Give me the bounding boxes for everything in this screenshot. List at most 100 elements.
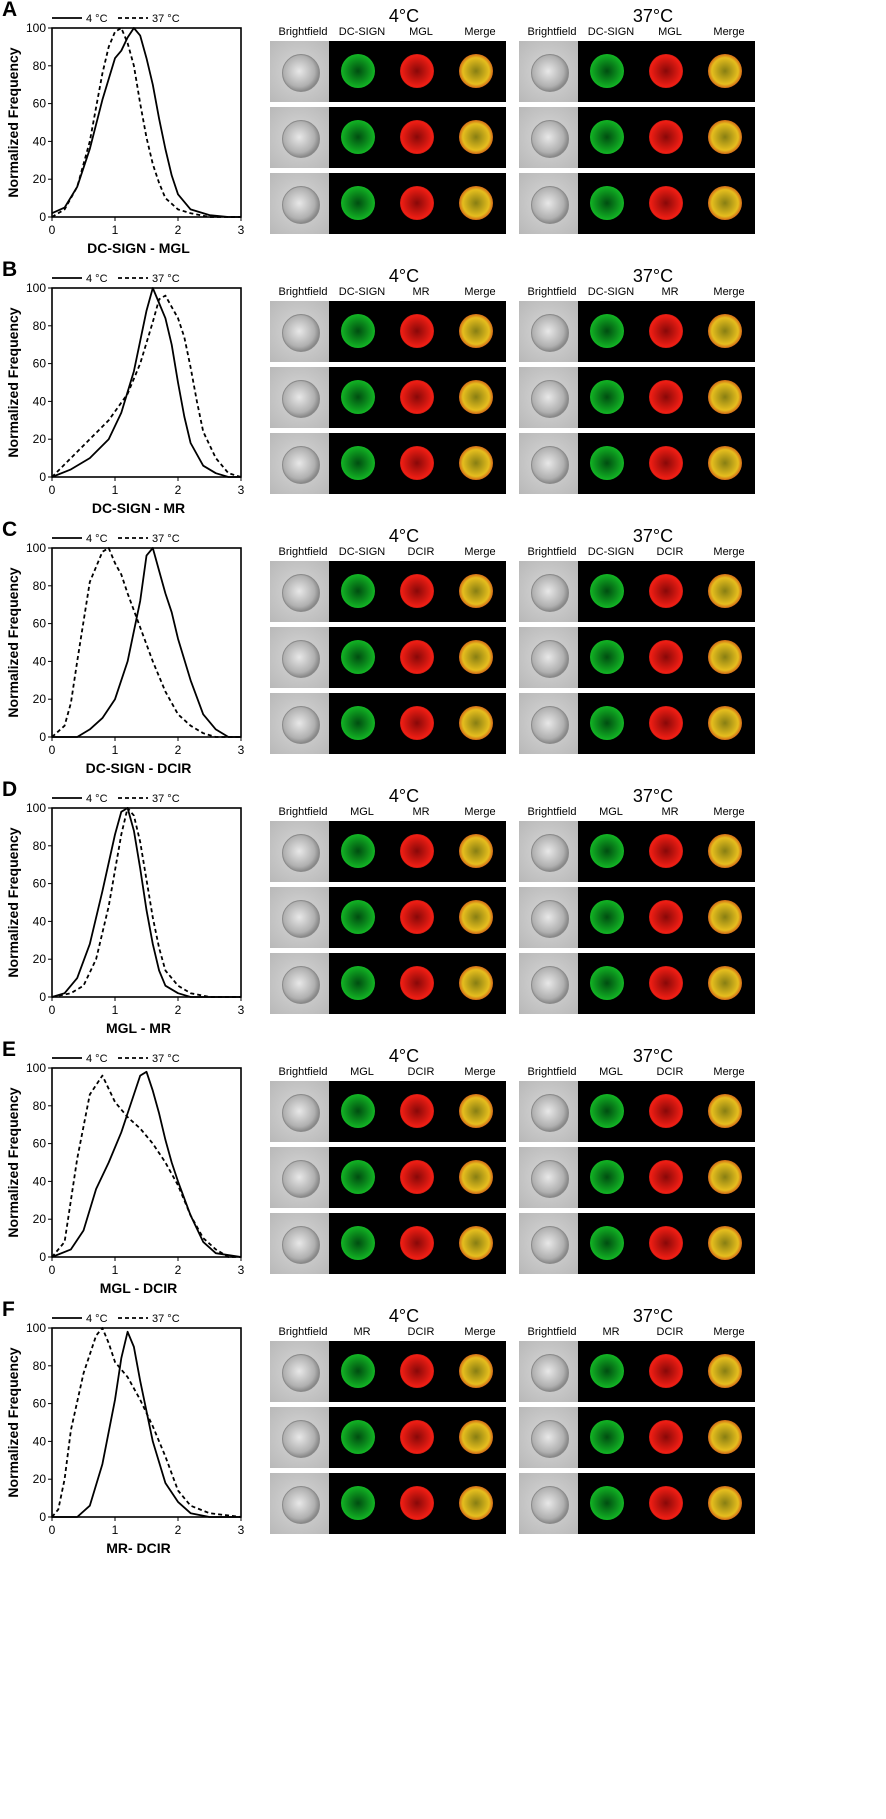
- column-label-brightfield: Brightfield: [278, 1326, 328, 1338]
- column-label-brightfield: Brightfield: [527, 1066, 577, 1078]
- image-tile-merge: [696, 173, 755, 234]
- column-label-channel-1: MGL: [599, 1066, 623, 1078]
- legend-label-37c: 37 °C: [152, 793, 180, 805]
- y-tick-label: 100: [26, 541, 46, 555]
- cell-image: [708, 446, 742, 480]
- x-tick-label: 3: [238, 483, 245, 497]
- cell-image: [590, 1094, 624, 1128]
- image-tile-merge: [696, 1407, 755, 1468]
- image-tile-channel-2: [637, 561, 696, 622]
- panel-letter: F: [2, 1298, 15, 1321]
- image-tile-channel-1: [329, 821, 388, 882]
- image-tile-merge: [696, 953, 755, 1014]
- image-tile-merge: [447, 41, 506, 102]
- image-tile-channel-1: [578, 821, 637, 882]
- x-axis-title: MGL - MR: [106, 1020, 171, 1035]
- cell-image: [708, 380, 742, 414]
- column-label-channel-2: MR: [661, 286, 679, 298]
- image-tile-brightfield: [519, 433, 578, 494]
- cell-image: [531, 1160, 569, 1198]
- y-axis-title: Normalized Frequency: [5, 567, 21, 717]
- image-tile-merge: [696, 887, 755, 948]
- cell-image: [400, 900, 434, 934]
- y-tick-label: 100: [26, 801, 46, 815]
- panel-f: F 0 20 40 60 80 100 0 1 2 3 MR- DCIR Normalized Freq…: [0, 1298, 886, 1600]
- image-tile-channel-2: [388, 433, 447, 494]
- image-tile-merge: [696, 1081, 755, 1142]
- column-label-channel-1: MR: [602, 1326, 620, 1338]
- image-tile-channel-2: [637, 627, 696, 688]
- cell-image: [459, 574, 493, 608]
- image-tile-channel-2: [388, 1407, 447, 1468]
- column-label-channel-1: MGL: [599, 806, 623, 818]
- cell-image: [708, 186, 742, 220]
- column-label-channel-1: DC-SIGN: [587, 26, 635, 38]
- cell-image: [590, 186, 624, 220]
- image-tile-merge: [447, 1341, 506, 1402]
- image-tile-channel-2: [637, 821, 696, 882]
- cell-image: [459, 900, 493, 934]
- cell-image: [649, 1354, 683, 1388]
- image-tile-merge: [447, 887, 506, 948]
- column-label-merge: Merge: [713, 1326, 745, 1338]
- image-tile-merge: [447, 1473, 506, 1534]
- x-tick-label: 2: [175, 483, 182, 497]
- image-tile-channel-1: [329, 1341, 388, 1402]
- image-tile-merge: [696, 1341, 755, 1402]
- image-tile-channel-1: [578, 1473, 637, 1534]
- cell-image: [459, 380, 493, 414]
- x-tick-label: 2: [175, 1263, 182, 1277]
- x-axis-title: DC-SIGN - MR: [92, 500, 185, 515]
- y-axis-title: Normalized Frequency: [5, 47, 21, 197]
- cell-image: [400, 1226, 434, 1260]
- cell-image: [282, 54, 320, 92]
- cell-image: [708, 54, 742, 88]
- column-label-channel-1: MGL: [350, 1066, 374, 1078]
- image-tile-channel-2: [388, 887, 447, 948]
- image-tile-channel-1: [578, 627, 637, 688]
- cell-image: [400, 1354, 434, 1388]
- cell-image: [459, 1094, 493, 1128]
- histogram-chart: 0 20 40 60 80 100 0 1 2 3 MGL - MR Normalized Frequ…: [5, 793, 245, 1035]
- image-tile-channel-1: [329, 41, 388, 102]
- image-tile-channel-2: [388, 1473, 447, 1534]
- y-tick-label: 40: [33, 1434, 47, 1448]
- cell-image: [459, 120, 493, 154]
- column-label-merge: Merge: [713, 286, 745, 298]
- cell-image: [590, 834, 624, 868]
- image-tile-brightfield: [270, 173, 329, 234]
- image-tile-channel-1: [578, 693, 637, 754]
- y-tick-label: 20: [33, 432, 47, 446]
- cell-image: [590, 966, 624, 1000]
- image-tile-merge: [696, 433, 755, 494]
- x-tick-label: 3: [238, 743, 245, 757]
- image-tile-channel-2: [637, 1407, 696, 1468]
- image-tile-channel-1: [329, 1081, 388, 1142]
- image-tile-channel-2: [388, 367, 447, 428]
- column-label-channel-1: MR: [353, 1326, 371, 1338]
- cond-37c-title: 37°C: [632, 1046, 674, 1066]
- cell-image: [459, 1486, 493, 1520]
- cell-image: [400, 640, 434, 674]
- cell-image: [459, 446, 493, 480]
- image-tile-brightfield: [519, 301, 578, 362]
- image-tile-channel-1: [578, 1081, 637, 1142]
- image-tile-channel-1: [329, 1213, 388, 1274]
- cell-image: [282, 186, 320, 224]
- cell-image: [649, 120, 683, 154]
- image-tile-merge: [447, 953, 506, 1014]
- x-tick-label: 1: [112, 1003, 119, 1017]
- image-tile-merge: [696, 627, 755, 688]
- image-tile-channel-1: [329, 301, 388, 362]
- image-tile-merge: [447, 821, 506, 882]
- cell-image: [708, 1094, 742, 1128]
- image-tile-channel-1: [578, 107, 637, 168]
- image-tile-brightfield: [519, 693, 578, 754]
- column-label-merge: Merge: [464, 26, 496, 38]
- image-tile-channel-1: [329, 627, 388, 688]
- image-tile-channel-2: [637, 953, 696, 1014]
- cell-image: [459, 834, 493, 868]
- cell-image: [708, 834, 742, 868]
- cell-image: [400, 574, 434, 608]
- y-tick-label: 0: [39, 470, 46, 484]
